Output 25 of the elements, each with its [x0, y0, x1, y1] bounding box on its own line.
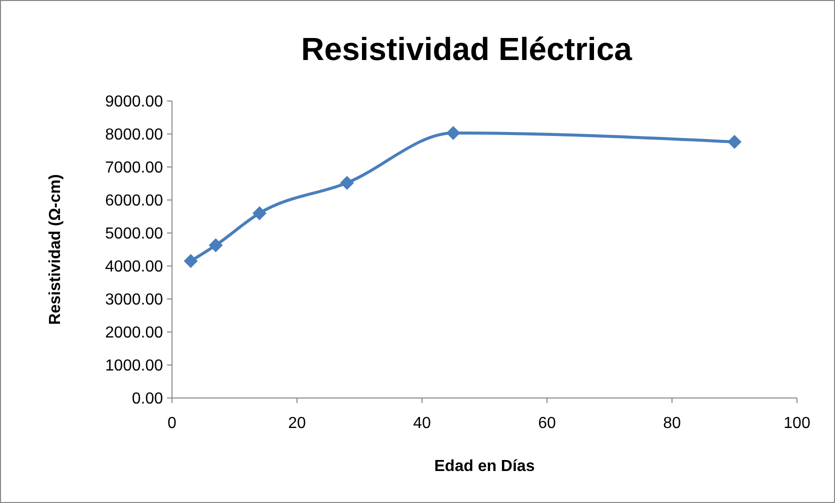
y-tick-label: 8000.00 — [105, 126, 164, 144]
y-tick-label: 6000.00 — [105, 192, 164, 210]
point — [340, 176, 354, 190]
y-tick-label: 3000.00 — [105, 292, 164, 309]
point — [252, 206, 266, 220]
x-tick-label: 60 — [538, 415, 556, 432]
x-tick-label: 100 — [784, 415, 810, 432]
point — [446, 126, 460, 140]
x-tick-label: 80 — [663, 415, 681, 432]
y-tick-label: 9000.00 — [105, 94, 164, 111]
y-tick-label: 5000.00 — [105, 226, 164, 243]
y-axis-title: Resistividad (Ω-cm) — [47, 174, 64, 325]
y-tick-label: 1000.00 — [105, 358, 164, 375]
y-tick-label: 2000.00 — [105, 324, 164, 342]
point — [208, 238, 223, 252]
point — [184, 254, 198, 268]
y-tick-label: 0.00 — [132, 390, 164, 408]
chart-title: Resistividad Eléctrica — [301, 31, 632, 67]
y-tick-label: 4000.00 — [105, 258, 164, 276]
x-tick-label: 0 — [168, 415, 177, 432]
x-tick-label: 20 — [288, 415, 306, 432]
point — [728, 134, 742, 149]
y-tick-label: 7000.00 — [105, 160, 164, 177]
x-axis-title: Edad en Días — [434, 458, 535, 475]
x-tick-label: 40 — [413, 415, 431, 432]
